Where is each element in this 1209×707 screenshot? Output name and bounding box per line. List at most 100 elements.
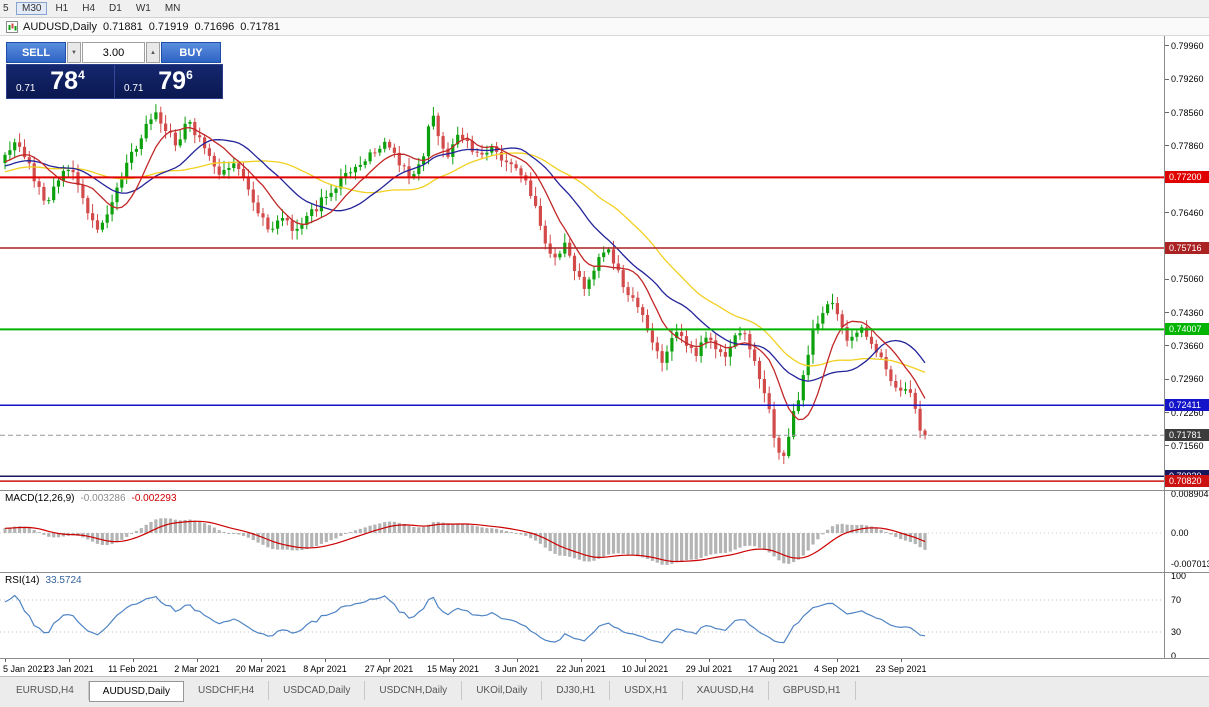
timeframe-button-H4[interactable]: H4	[82, 3, 96, 14]
date-axis-tick	[901, 659, 902, 662]
timeframe-button-H1[interactable]: H1	[55, 3, 69, 14]
volume-input[interactable]	[82, 42, 145, 63]
price-axis-tick	[1165, 345, 1169, 347]
chart-tabs-bar: EURUSD,H4 AUDUSD,Daily USDCHF,H4 USDCAD,Dai…	[0, 676, 1209, 707]
ohlc-open-value: 0.71881	[102, 20, 143, 33]
date-axis-tick	[197, 659, 198, 662]
date-axis-label: 15 May 2021	[426, 664, 480, 674]
macd-chart	[0, 518, 1164, 565]
date-axis-label: 2 Mar 2021	[174, 664, 220, 674]
chart-tab-usdcnh[interactable]: USDCNH,Daily	[365, 681, 463, 700]
chart-tab-audusd[interactable]: AUDUSD,Daily	[88, 681, 185, 702]
rsi-chart	[0, 594, 1164, 644]
chart-tab-ukoil[interactable]: UKOil,Daily	[462, 681, 543, 700]
timeframe-button-5[interactable]: 5	[3, 3, 9, 14]
price-axis-label: 0.77860	[1171, 140, 1204, 151]
price-axis-tick	[1165, 78, 1169, 80]
date-axis-tick	[261, 659, 262, 662]
macd-histogram	[3, 518, 927, 565]
volume-increase-button[interactable]: ▲	[146, 42, 160, 63]
sell-button[interactable]: SELL	[6, 42, 66, 63]
date-axis-tick	[133, 659, 134, 662]
price-axis-label: 0.78560	[1171, 107, 1204, 118]
chart-tab-dj30[interactable]: DJ30,H1	[542, 681, 611, 700]
date-axis-label: 29 Jul 2021	[685, 664, 733, 674]
buy-price-prefix: 0.71	[124, 83, 144, 94]
price-axis[interactable]: 0.79960 0.79260 0.78560 0.77860 0.76460 0.750…	[1165, 36, 1209, 661]
down-arrow-icon: ▼	[71, 49, 77, 56]
ohlc-high-value: 0.71919	[148, 20, 189, 33]
price-axis-tick	[1165, 278, 1169, 280]
price-axis-tick	[1165, 412, 1169, 414]
price-axis-label: 0.76460	[1171, 207, 1204, 218]
timeframe-button-M30[interactable]: M30	[16, 2, 48, 15]
price-axis-label: 0.71560	[1171, 440, 1204, 451]
date-axis-tick	[773, 659, 774, 662]
price-axis-border	[1164, 36, 1165, 658]
price-axis-label: 0.79260	[1171, 74, 1204, 85]
date-axis-label: 10 Jul 2021	[621, 664, 669, 674]
price-axis-label: 0.72960	[1171, 374, 1204, 385]
sell-price-pips: 78	[50, 67, 79, 95]
chart-tab-usdchf[interactable]: USDCHF,H4	[184, 681, 270, 700]
date-axis-label: 17 Aug 2021	[747, 664, 799, 674]
date-axis-tick	[837, 659, 838, 662]
timeframe-button-D1[interactable]: D1	[109, 3, 122, 14]
rsi-axis-label: 0	[1171, 651, 1177, 661]
rsi-axis-label: 30	[1171, 627, 1182, 637]
price-axis-label: 0.73660	[1171, 340, 1204, 351]
price-chart-area[interactable]	[0, 36, 1164, 490]
date-axis-tick	[709, 659, 710, 662]
rsi-value: 33.5724	[45, 575, 82, 586]
candlestick-chart[interactable]	[0, 36, 1164, 490]
chart-tab-usdcad[interactable]: USDCAD,Daily	[269, 681, 366, 700]
rsi-indicator-panel[interactable]	[0, 573, 1164, 658]
price-axis-label: 0.72260	[1171, 407, 1204, 418]
date-axis[interactable]: 5 Jan 2021 23 Jan 2021 11 Feb 2021 2 Mar 20…	[0, 658, 1209, 676]
price-level-badge: 0.75716	[1165, 242, 1209, 254]
date-axis-label: 8 Apr 2021	[303, 664, 347, 674]
chart-tab-gbpusd[interactable]: GBPUSD,H1	[769, 681, 856, 700]
rsi-panel-splitter[interactable]	[0, 572, 1209, 573]
macd-main-value: -0.003286	[80, 493, 126, 504]
macd-signal-line	[4, 520, 926, 563]
timeframe-button-W1[interactable]: W1	[135, 3, 151, 14]
price-level-badge: 0.74007	[1165, 323, 1209, 336]
price-level-badge: 0.77200	[1165, 171, 1209, 184]
ohlc-close-value: 0.71781	[240, 20, 281, 33]
chart-tab-xauusd[interactable]: XAUUSD,H4	[683, 681, 769, 700]
price-axis-tick	[1165, 312, 1169, 314]
chart-window-icon	[6, 20, 18, 33]
moving-average-lines	[4, 127, 926, 421]
candlesticks	[3, 104, 927, 465]
chart-tab-eurusd[interactable]: EURUSD,H4	[2, 681, 89, 700]
chart-tab-usdx[interactable]: USDX,H1	[610, 681, 683, 700]
date-axis-tick	[581, 659, 582, 662]
date-axis-tick	[453, 659, 454, 662]
date-axis-tick	[389, 659, 390, 662]
macd-indicator-panel[interactable]	[0, 491, 1164, 572]
chart-title-bar: AUDUSD,Daily 0.71881 0.71919 0.71696 0.7…	[0, 18, 1209, 36]
sell-price-display[interactable]: 0.71 78 4	[7, 65, 115, 98]
rsi-line	[4, 594, 926, 644]
buy-button[interactable]: BUY	[161, 42, 221, 63]
volume-decrease-button[interactable]: ▼	[67, 42, 81, 63]
date-axis-tick	[325, 659, 326, 662]
price-axis-tick	[1165, 212, 1169, 214]
timeframe-button-MN[interactable]: MN	[164, 3, 181, 14]
date-axis-tick	[5, 659, 6, 662]
date-axis-label: 22 Jun 2021	[556, 664, 606, 674]
buy-price-pips: 79	[158, 67, 187, 95]
price-axis-tick	[1165, 378, 1169, 380]
date-axis-tick	[69, 659, 70, 662]
rsi-name: RSI(14)	[5, 575, 40, 586]
buy-price-display[interactable]: 0.71 79 6	[115, 65, 222, 98]
date-axis-tick	[517, 659, 518, 662]
macd-panel-splitter[interactable]	[0, 490, 1209, 491]
price-axis-tick	[1165, 445, 1169, 447]
rsi-indicator-label: RSI(14) 33.5724	[5, 575, 82, 586]
ohlc-low-value: 0.71696	[194, 20, 235, 33]
price-axis-label: 0.79960	[1171, 40, 1204, 51]
buy-price-point: 6	[186, 68, 193, 82]
